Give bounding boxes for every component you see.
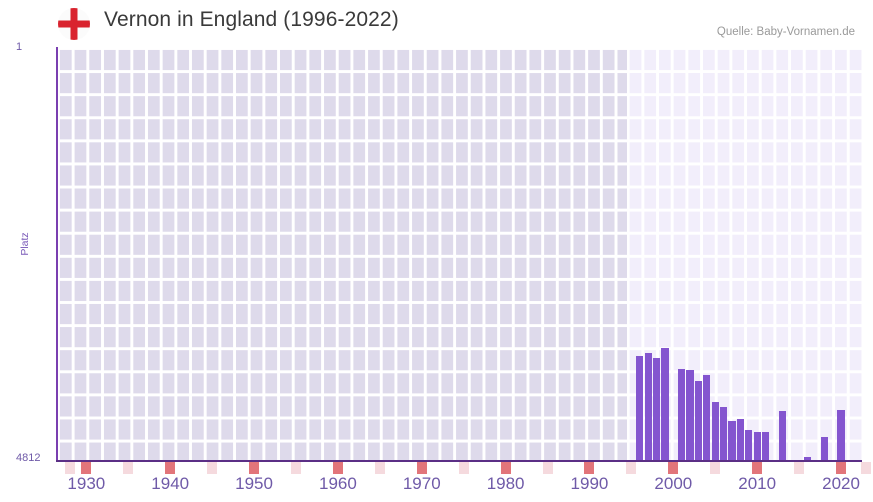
bar-2003[interactable] <box>694 380 703 461</box>
bar-2016[interactable] <box>803 457 812 461</box>
x-axis-label-1990: 1990 <box>570 474 609 493</box>
bar-2009[interactable] <box>745 429 753 461</box>
x-axis-ticks <box>57 462 872 474</box>
x-axis-label-1970: 1970 <box>402 474 441 493</box>
y-axis-label: Platz <box>19 232 31 256</box>
bar-1999[interactable] <box>661 348 669 461</box>
x-tick-minor-1945 <box>207 462 218 474</box>
x-tick-minor-1985 <box>542 462 553 474</box>
x-tick-minor-1955 <box>290 462 301 474</box>
bar-2001[interactable] <box>678 368 686 461</box>
bar-2004[interactable] <box>703 374 711 461</box>
chart-title: Vernon in England (1996-2022) <box>104 8 399 31</box>
bar-2007[interactable] <box>728 421 736 461</box>
x-tick-minor-1965 <box>374 462 385 474</box>
bar-2020[interactable] <box>837 410 845 461</box>
source-label: Quelle: Baby-Vornamen.de <box>716 26 855 38</box>
bar-2011[interactable] <box>761 431 770 461</box>
bar-2010[interactable] <box>753 431 761 461</box>
bar-2018[interactable] <box>820 436 828 461</box>
bar-2013[interactable] <box>778 410 786 461</box>
data-range-highlight <box>627 47 862 461</box>
x-tick-minor-2023 <box>861 462 872 474</box>
x-axis-label-2010: 2010 <box>738 474 777 493</box>
bar-1997[interactable] <box>644 353 652 461</box>
x-tick-major-2010 <box>752 462 763 474</box>
x-axis-label-2000: 2000 <box>654 474 693 493</box>
x-tick-major-2020 <box>836 462 847 474</box>
x-axis-labels: 1930 1940 1950 1960 1970 1980 1990 2000 2010 2020 <box>0 474 873 502</box>
y-axis-line <box>56 47 58 461</box>
x-tick-minor-1935 <box>123 462 134 474</box>
x-axis-label-1980: 1980 <box>486 474 525 493</box>
bar-1998[interactable] <box>652 358 661 461</box>
x-axis-label-2020: 2020 <box>822 474 860 493</box>
x-axis-line <box>56 460 862 462</box>
bar-1996[interactable] <box>636 355 644 461</box>
x-tick-major-1970 <box>416 462 427 474</box>
x-tick-major-1960 <box>332 462 343 474</box>
x-axis-label-1950: 1950 <box>235 474 273 493</box>
bar-2006[interactable] <box>720 407 728 461</box>
x-tick-minor-1975 <box>458 462 469 474</box>
x-tick-major-2000 <box>668 462 679 474</box>
x-tick-major-1940 <box>165 462 176 474</box>
plot-area <box>57 47 862 461</box>
x-axis-label-1930: 1930 <box>67 474 106 493</box>
chart-header: Vernon in England (1996-2022) Quelle: Ba… <box>0 0 873 46</box>
x-tick-minor-2005 <box>710 462 721 474</box>
x-tick-major-1930 <box>81 462 92 474</box>
x-tick-major-1950 <box>249 462 260 474</box>
bar-2002[interactable] <box>686 369 694 461</box>
y-tick-bottom: 4812 <box>16 452 41 464</box>
x-tick-major-1980 <box>500 462 511 474</box>
x-tick-minor-1928 <box>64 462 75 474</box>
x-tick-minor-1995 <box>626 462 637 474</box>
bar-2005[interactable] <box>711 402 719 461</box>
y-tick-top: 1 <box>16 41 23 53</box>
x-tick-minor-2015 <box>794 462 805 474</box>
england-flag-icon <box>58 8 90 40</box>
x-axis-label-1960: 1960 <box>318 474 357 493</box>
x-tick-major-1990 <box>584 462 595 474</box>
x-axis-label-1940: 1940 <box>151 474 190 493</box>
bar-2008[interactable] <box>736 418 744 461</box>
